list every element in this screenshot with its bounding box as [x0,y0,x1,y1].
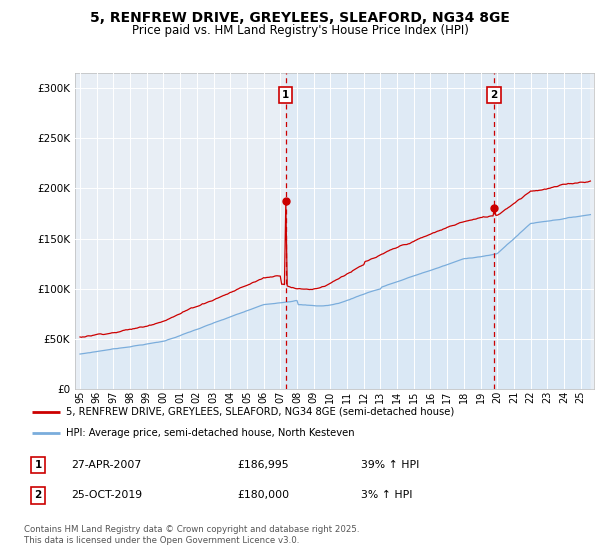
Text: 25-OCT-2019: 25-OCT-2019 [71,491,143,501]
Text: £180,000: £180,000 [237,491,289,501]
Text: 1: 1 [282,90,289,100]
Text: 2: 2 [491,90,498,100]
Text: 5, RENFREW DRIVE, GREYLEES, SLEAFORD, NG34 8GE (semi-detached house): 5, RENFREW DRIVE, GREYLEES, SLEAFORD, NG… [66,407,454,417]
Text: 3% ↑ HPI: 3% ↑ HPI [361,491,412,501]
Text: HPI: Average price, semi-detached house, North Kesteven: HPI: Average price, semi-detached house,… [66,428,355,438]
Text: 2: 2 [34,491,41,501]
Text: 5, RENFREW DRIVE, GREYLEES, SLEAFORD, NG34 8GE: 5, RENFREW DRIVE, GREYLEES, SLEAFORD, NG… [90,11,510,25]
Text: £186,995: £186,995 [237,460,289,470]
Text: 27-APR-2007: 27-APR-2007 [71,460,142,470]
Text: 1: 1 [34,460,41,470]
Text: Contains HM Land Registry data © Crown copyright and database right 2025.
This d: Contains HM Land Registry data © Crown c… [24,525,359,545]
Text: Price paid vs. HM Land Registry's House Price Index (HPI): Price paid vs. HM Land Registry's House … [131,24,469,36]
Text: 39% ↑ HPI: 39% ↑ HPI [361,460,419,470]
